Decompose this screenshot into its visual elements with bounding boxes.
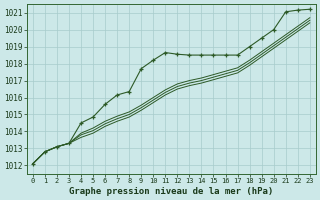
- X-axis label: Graphe pression niveau de la mer (hPa): Graphe pression niveau de la mer (hPa): [69, 187, 274, 196]
